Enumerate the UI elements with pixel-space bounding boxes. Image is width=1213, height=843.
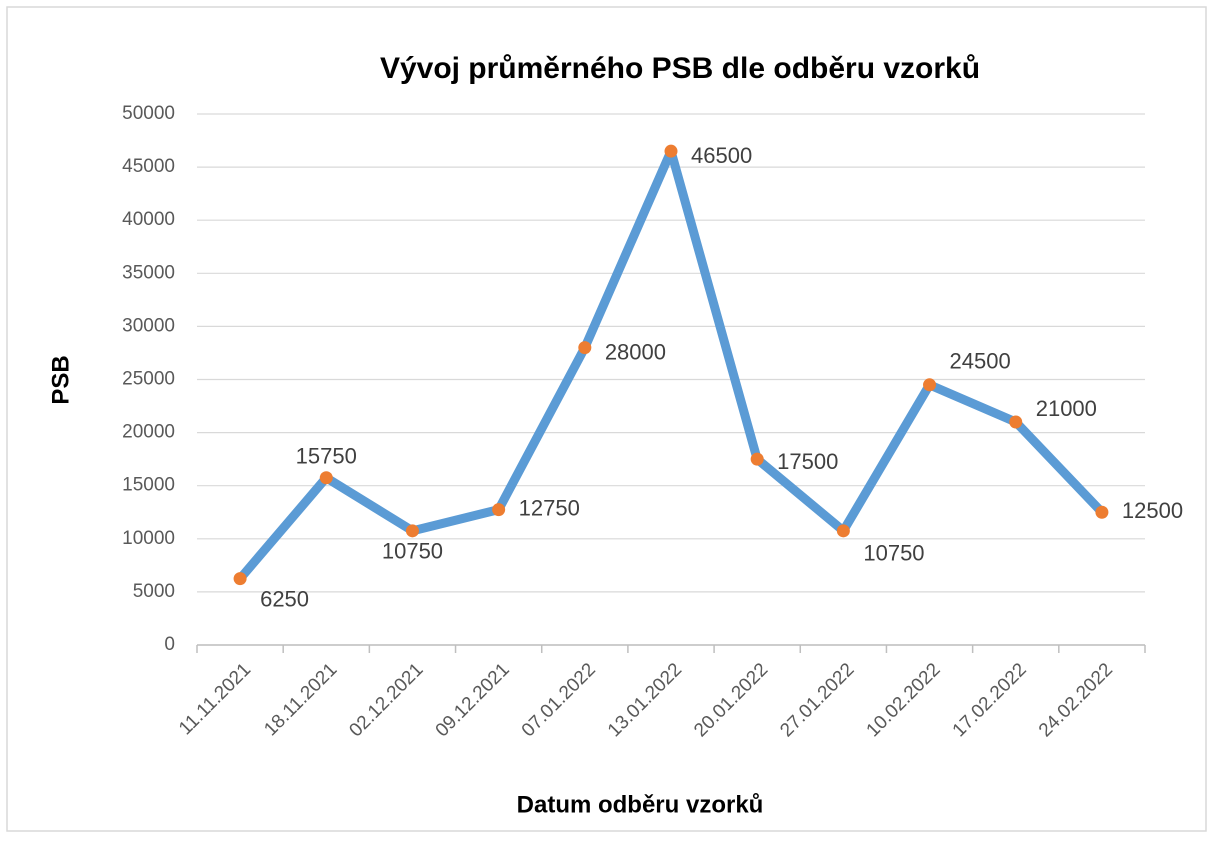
data-label: 12750 bbox=[519, 495, 580, 520]
data-label: 10750 bbox=[863, 541, 924, 566]
data-label: 24500 bbox=[950, 349, 1011, 374]
marker bbox=[750, 452, 764, 466]
marker bbox=[319, 471, 333, 485]
y-tick-label: 40000 bbox=[122, 209, 175, 230]
y-axis-label: PSB bbox=[47, 355, 74, 404]
marker bbox=[233, 572, 247, 586]
y-tick-label: 50000 bbox=[122, 103, 175, 124]
data-label: 10750 bbox=[382, 539, 443, 564]
data-label: 21000 bbox=[1036, 396, 1097, 421]
y-tick-label: 0 bbox=[164, 634, 175, 655]
y-tick-label: 35000 bbox=[122, 262, 175, 283]
marker bbox=[836, 524, 850, 538]
data-label: 28000 bbox=[605, 339, 666, 364]
y-tick-label: 30000 bbox=[122, 315, 175, 336]
y-tick-label: 5000 bbox=[133, 581, 175, 602]
y-tick-label: 20000 bbox=[122, 422, 175, 443]
chart-border bbox=[6, 6, 1207, 832]
data-label: 15750 bbox=[296, 444, 357, 469]
y-tick-label: 10000 bbox=[122, 528, 175, 549]
y-tick-label: 45000 bbox=[122, 156, 175, 177]
data-label: 12500 bbox=[1122, 498, 1183, 523]
marker bbox=[1095, 505, 1109, 519]
y-tick-label: 25000 bbox=[122, 369, 175, 390]
chart-title: Vývoj průměrného PSB dle odběru vzorků bbox=[380, 52, 980, 85]
marker bbox=[492, 503, 506, 517]
data-label: 46500 bbox=[691, 143, 752, 168]
y-tick-label: 15000 bbox=[122, 475, 175, 496]
data-label: 6250 bbox=[260, 586, 309, 611]
marker bbox=[578, 341, 592, 355]
marker bbox=[405, 524, 419, 538]
marker bbox=[664, 144, 678, 158]
marker bbox=[1009, 415, 1023, 429]
marker bbox=[923, 378, 937, 392]
x-axis-label: Datum odběru vzorků bbox=[517, 791, 764, 818]
data-label: 17500 bbox=[777, 449, 838, 474]
